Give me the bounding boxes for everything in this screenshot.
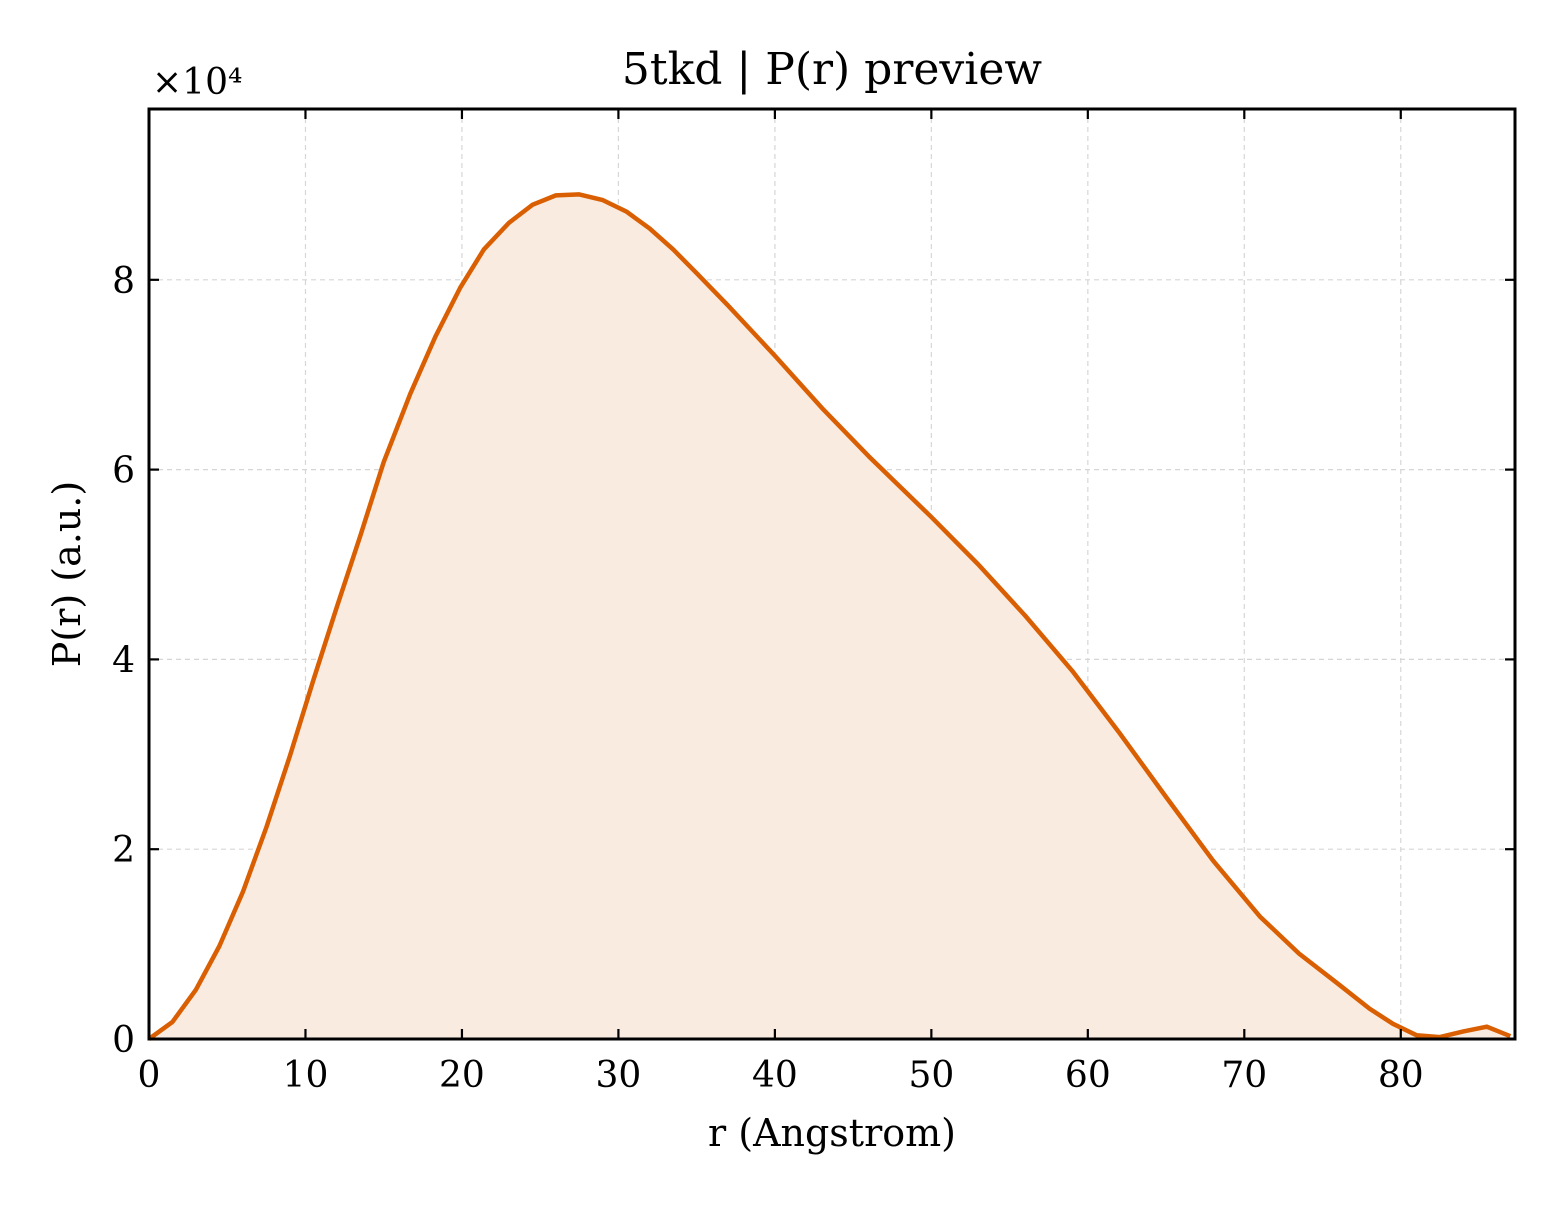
series-area-fill [149,194,1511,1039]
y-axis-exponent-label: ×10⁴ [152,62,242,103]
y-tick-label: 2 [112,830,135,871]
y-tick-label: 4 [112,640,135,681]
y-tick-label: 8 [112,261,135,302]
axis-ticks: 0 10 20 30 40 50 60 70 80 0 2 4 6 8 [112,109,1515,1096]
x-tick-label: 30 [596,1055,642,1096]
x-tick-label: 50 [908,1055,954,1096]
chart-title: 5tkd | P(r) preview [622,44,1042,95]
x-tick-label: 70 [1221,1055,1267,1096]
x-tick-label: 60 [1065,1055,1111,1096]
x-tick-label: 80 [1378,1055,1424,1096]
x-tick-label: 10 [283,1055,329,1096]
y-tick-label: 6 [112,451,135,492]
x-tick-label: 40 [752,1055,798,1096]
x-axis-label: r (Angstrom) [708,1111,956,1155]
y-axis-label: P(r) (a.u.) [45,481,89,667]
y-tick-label: 0 [112,1020,135,1061]
x-tick-label: 0 [138,1055,161,1096]
series-line [147,192,1512,1041]
x-tick-label: 20 [439,1055,485,1096]
plot-frame [147,107,1517,1041]
